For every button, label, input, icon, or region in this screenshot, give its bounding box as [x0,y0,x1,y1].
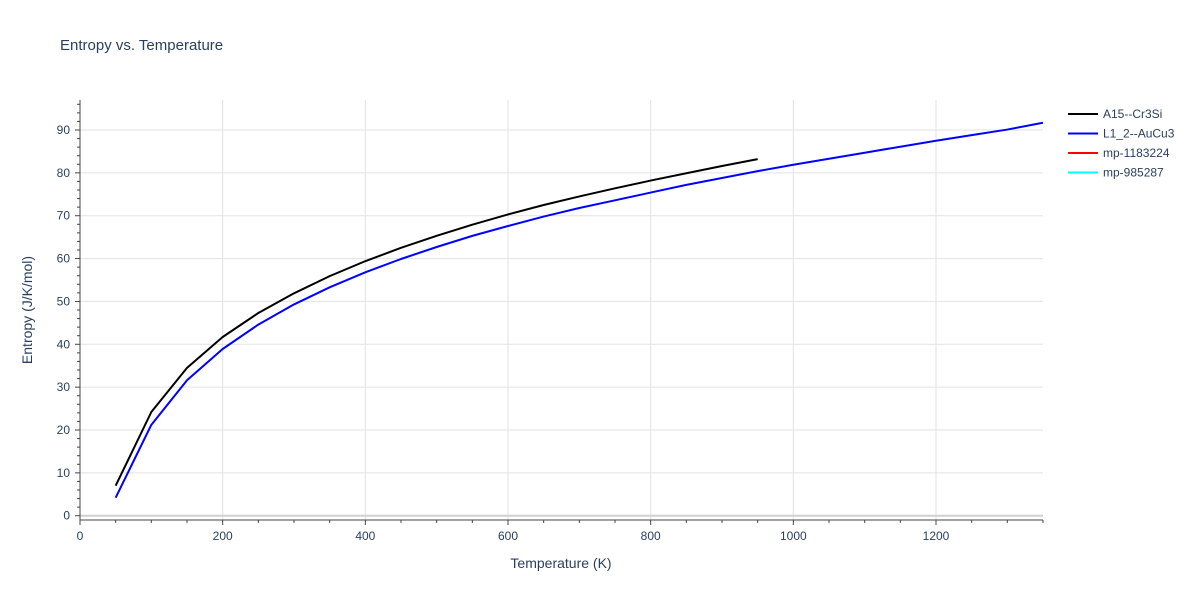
legend-label: mp-985287 [1103,166,1164,180]
legend-item-2[interactable]: mp-1183224 [1068,146,1170,160]
axes: 0 200 400 600 800 1000 1200 0 10 20 30 40 50 60 70 80 90 [57,100,1044,543]
x-tick-label: 800 [641,529,661,543]
legend-label: A15--Cr3Si [1103,107,1162,121]
y-tick-label: 80 [57,166,71,180]
x-tick-label: 1000 [780,529,807,543]
legend[interactable]: A15--Cr3Si L1_2--AuCu3 mp-1183224 mp-985287 [1068,107,1175,180]
x-tick-label: 0 [77,529,84,543]
y-tick-label: 30 [57,380,71,394]
y-tick-label: 70 [57,209,71,223]
x-tick-label: 200 [213,529,233,543]
x-tick-label: 1200 [923,529,950,543]
legend-label: mp-1183224 [1103,146,1170,160]
y-tick-label: 50 [57,294,71,308]
y-tick-label: 0 [63,509,70,523]
legend-item-1[interactable]: L1_2--AuCu3 [1068,127,1175,141]
chart-title: Entropy vs. Temperature [60,37,223,54]
legend-item-0[interactable]: A15--Cr3Si [1068,107,1162,121]
x-tick-label: 400 [355,529,375,543]
legend-item-3[interactable]: mp-985287 [1068,166,1164,180]
grid [80,100,1043,520]
x-axis-title: Temperature (K) [510,555,611,571]
series-line-0[interactable] [114,158,758,487]
y-tick-label: 40 [57,337,71,351]
series-line-1[interactable] [114,121,1043,499]
y-tick-label: 10 [57,466,71,480]
y-tick-label: 20 [57,423,71,437]
y-axis-title: Entropy (J/K/mol) [19,256,35,364]
y-tick-label: 60 [57,252,71,266]
x-tick-label: 600 [498,529,518,543]
legend-label: L1_2--AuCu3 [1103,127,1175,141]
y-tick-label: 90 [57,123,71,137]
series-layer [114,121,1043,499]
